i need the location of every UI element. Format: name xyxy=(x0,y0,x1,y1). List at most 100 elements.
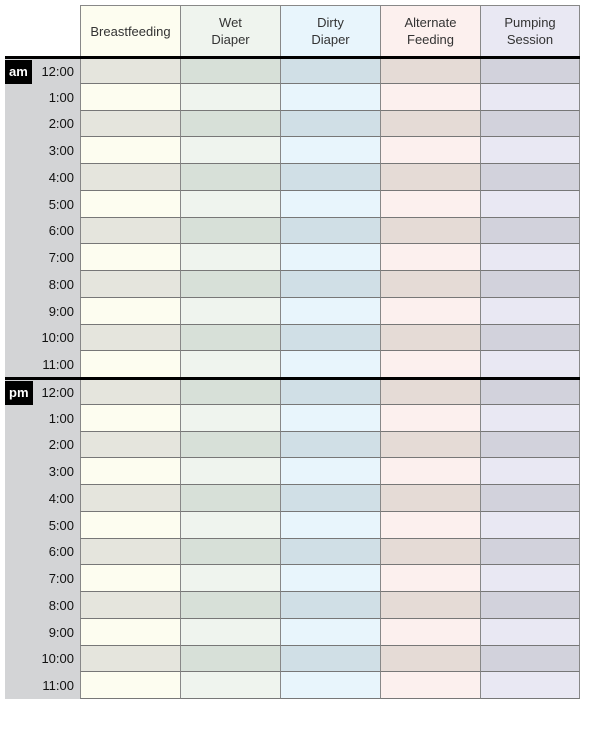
log-cell[interactable] xyxy=(80,271,180,298)
log-cell[interactable] xyxy=(380,137,480,164)
log-cell[interactable] xyxy=(180,110,280,138)
log-cell[interactable] xyxy=(280,324,380,352)
log-cell[interactable] xyxy=(380,404,480,432)
log-cell[interactable] xyxy=(180,137,280,164)
log-cell[interactable] xyxy=(480,538,580,566)
log-cell[interactable] xyxy=(180,645,280,673)
log-cell[interactable] xyxy=(180,83,280,111)
log-cell[interactable] xyxy=(480,190,580,218)
log-cell[interactable] xyxy=(80,58,180,84)
log-cell[interactable] xyxy=(80,83,180,111)
log-cell[interactable] xyxy=(80,431,180,459)
log-cell[interactable] xyxy=(180,58,280,84)
log-cell[interactable] xyxy=(280,485,380,512)
log-cell[interactable] xyxy=(480,618,580,646)
log-cell[interactable] xyxy=(280,271,380,298)
log-cell[interactable] xyxy=(180,271,280,298)
log-cell[interactable] xyxy=(180,538,280,566)
log-cell[interactable] xyxy=(380,217,480,245)
log-cell[interactable] xyxy=(80,379,180,405)
log-cell[interactable] xyxy=(380,379,480,405)
log-cell[interactable] xyxy=(80,297,180,325)
log-cell[interactable] xyxy=(180,565,280,592)
log-cell[interactable] xyxy=(480,110,580,138)
log-cell[interactable] xyxy=(80,137,180,164)
log-cell[interactable] xyxy=(280,538,380,566)
log-cell[interactable] xyxy=(180,164,280,191)
log-cell[interactable] xyxy=(380,297,480,325)
log-cell[interactable] xyxy=(380,672,480,699)
log-cell[interactable] xyxy=(380,110,480,138)
log-cell[interactable] xyxy=(280,110,380,138)
log-cell[interactable] xyxy=(280,217,380,245)
log-cell[interactable] xyxy=(480,324,580,352)
log-cell[interactable] xyxy=(380,511,480,539)
log-cell[interactable] xyxy=(280,137,380,164)
log-cell[interactable] xyxy=(380,458,480,485)
log-cell[interactable] xyxy=(380,645,480,673)
log-cell[interactable] xyxy=(80,565,180,592)
log-cell[interactable] xyxy=(480,565,580,592)
log-cell[interactable] xyxy=(280,645,380,673)
log-cell[interactable] xyxy=(480,379,580,405)
log-cell[interactable] xyxy=(80,164,180,191)
log-cell[interactable] xyxy=(80,618,180,646)
log-cell[interactable] xyxy=(80,244,180,271)
log-cell[interactable] xyxy=(180,458,280,485)
log-cell[interactable] xyxy=(180,592,280,619)
log-cell[interactable] xyxy=(280,592,380,619)
log-cell[interactable] xyxy=(80,458,180,485)
log-cell[interactable] xyxy=(80,110,180,138)
log-cell[interactable] xyxy=(180,404,280,432)
log-cell[interactable] xyxy=(380,565,480,592)
log-cell[interactable] xyxy=(180,618,280,646)
log-cell[interactable] xyxy=(280,404,380,432)
log-cell[interactable] xyxy=(480,645,580,673)
log-cell[interactable] xyxy=(380,431,480,459)
log-cell[interactable] xyxy=(380,58,480,84)
log-cell[interactable] xyxy=(380,592,480,619)
log-cell[interactable] xyxy=(180,379,280,405)
log-cell[interactable] xyxy=(380,83,480,111)
log-cell[interactable] xyxy=(380,324,480,352)
log-cell[interactable] xyxy=(80,217,180,245)
log-cell[interactable] xyxy=(480,351,580,378)
log-cell[interactable] xyxy=(180,351,280,378)
log-cell[interactable] xyxy=(280,618,380,646)
log-cell[interactable] xyxy=(480,217,580,245)
log-cell[interactable] xyxy=(280,431,380,459)
log-cell[interactable] xyxy=(280,297,380,325)
log-cell[interactable] xyxy=(180,431,280,459)
log-cell[interactable] xyxy=(80,351,180,378)
log-cell[interactable] xyxy=(380,351,480,378)
log-cell[interactable] xyxy=(480,672,580,699)
log-cell[interactable] xyxy=(180,190,280,218)
log-cell[interactable] xyxy=(480,458,580,485)
log-cell[interactable] xyxy=(80,511,180,539)
log-cell[interactable] xyxy=(480,485,580,512)
log-cell[interactable] xyxy=(380,538,480,566)
log-cell[interactable] xyxy=(80,538,180,566)
log-cell[interactable] xyxy=(280,244,380,271)
log-cell[interactable] xyxy=(280,190,380,218)
log-cell[interactable] xyxy=(180,244,280,271)
log-cell[interactable] xyxy=(480,58,580,84)
log-cell[interactable] xyxy=(380,485,480,512)
log-cell[interactable] xyxy=(80,190,180,218)
log-cell[interactable] xyxy=(280,351,380,378)
log-cell[interactable] xyxy=(380,164,480,191)
log-cell[interactable] xyxy=(180,217,280,245)
log-cell[interactable] xyxy=(380,618,480,646)
log-cell[interactable] xyxy=(280,672,380,699)
log-cell[interactable] xyxy=(280,83,380,111)
log-cell[interactable] xyxy=(180,511,280,539)
log-cell[interactable] xyxy=(480,271,580,298)
log-cell[interactable] xyxy=(180,672,280,699)
log-cell[interactable] xyxy=(280,379,380,405)
log-cell[interactable] xyxy=(480,404,580,432)
log-cell[interactable] xyxy=(480,592,580,619)
log-cell[interactable] xyxy=(480,297,580,325)
log-cell[interactable] xyxy=(80,645,180,673)
log-cell[interactable] xyxy=(480,83,580,111)
log-cell[interactable] xyxy=(80,592,180,619)
